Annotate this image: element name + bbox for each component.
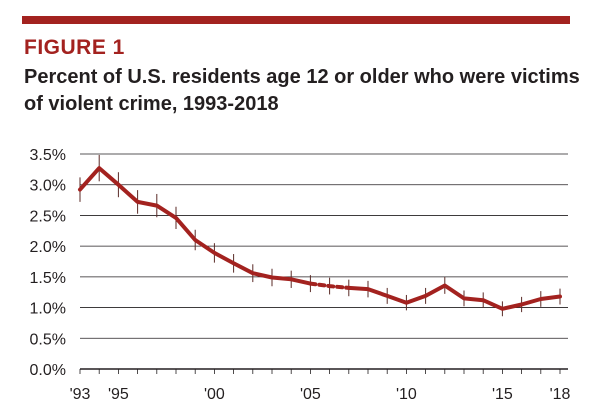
x-tick-label: '95 [108,386,129,403]
x-tick-label: '93 [70,386,91,403]
figure-title: Percent of U.S. residents age 12 or olde… [24,66,580,115]
y-tick-label: 2.0% [30,239,66,256]
y-tick-label: 3.0% [30,178,66,195]
x-tick-label: '10 [396,386,417,403]
y-tick-label: 2.5% [30,208,66,225]
x-axis-tick-labels: '93 '95 '00 '05 '10 '15 '18 [70,386,571,403]
error-bars [79,154,561,317]
y-axis-tick-labels: 0.0% 0.5% 1.0% 1.5% 2.0% 2.5% 3.0% 3.5% [30,147,66,379]
gridlines [80,153,568,370]
y-tick-label: 0.5% [30,331,66,348]
y-tick-label: 1.0% [30,301,66,318]
top-rule [22,16,570,24]
y-tick-label: 1.5% [30,270,66,287]
x-tick-label: '15 [492,386,513,403]
x-tick-label: '00 [204,386,225,403]
y-tick-label: 0.0% [30,362,66,379]
series-line-solid [346,283,562,311]
x-tick-label: '05 [300,386,321,403]
series-line-dashed [308,281,351,290]
data-series-line [78,166,562,311]
series-line-solid [78,166,313,286]
y-tick-label: 3.5% [30,147,66,164]
x-axis [79,369,561,374]
figure-label: FIGURE 1 [24,36,125,59]
x-tick-label: '18 [550,386,571,403]
